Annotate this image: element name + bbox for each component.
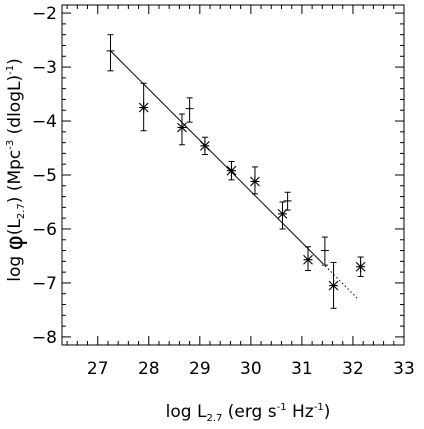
asterisk-data-point (226, 161, 237, 181)
asterisk-data-point (303, 246, 313, 272)
x-axis-label: log L2.7 (erg s-1 Hz-1) (166, 402, 331, 424)
fit-line (110, 50, 323, 264)
x-tick-label: 33 (393, 359, 415, 379)
plus-data-point (320, 236, 329, 266)
x-tick-label: 31 (291, 359, 313, 379)
y-tick-label: −8 (32, 328, 57, 348)
data-points (106, 34, 366, 309)
y-tick-label: −2 (32, 4, 57, 24)
plus-data-point (185, 97, 194, 123)
x-tick-label: 30 (240, 359, 262, 379)
y-tick-label: −3 (32, 58, 57, 78)
plus-data-point (283, 191, 292, 211)
y-tick-label: −7 (32, 274, 57, 294)
y-tick-label: −4 (32, 112, 57, 132)
fit-extrapolation-line (321, 262, 359, 300)
asterisk-data-point (355, 256, 366, 277)
x-tick-label: 28 (138, 359, 160, 379)
asterisk-data-point (200, 136, 210, 155)
asterisk-data-point (250, 166, 260, 195)
tick-marks (62, 5, 405, 345)
asterisk-data-point (177, 113, 187, 146)
y-tick-label: −6 (32, 220, 57, 240)
y-tick-label: −5 (32, 166, 57, 186)
tick-labels: 27 28 29 30 31 32 33 −2 −3 −4 −5 −6 −7 −8 (32, 4, 415, 379)
x-tick-label: 27 (87, 359, 109, 379)
asterisk-data-point (138, 82, 149, 132)
x-tick-label: 29 (189, 359, 211, 379)
fit-lines (110, 50, 359, 300)
asterisk-data-point (277, 201, 288, 230)
axes (61, 4, 405, 346)
y-axis-label: log φ(L2.7) (Mpc-3 (dlogL)-1) (2, 58, 28, 281)
asterisk-data-point (328, 261, 339, 309)
plus-data-point (106, 34, 115, 72)
x-tick-label: 32 (342, 359, 364, 379)
plot-frame (61, 4, 405, 346)
